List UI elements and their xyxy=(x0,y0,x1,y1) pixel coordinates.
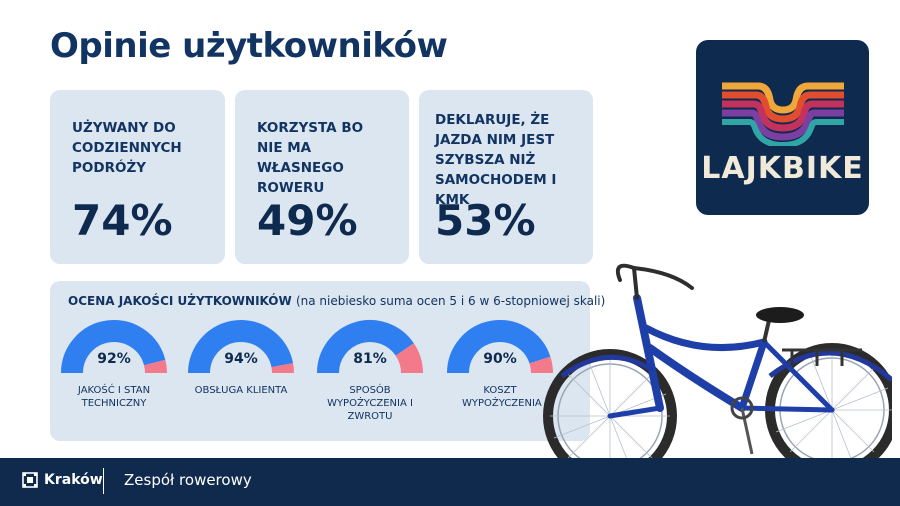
gauge-arc xyxy=(447,320,553,374)
logo-text: LAJKBIKE xyxy=(701,151,864,186)
stat-value: 74% xyxy=(72,196,173,245)
stat-label: UŻYWANY DO CODZIENNYCH PODRÓŻY xyxy=(72,120,182,176)
stat-card-daily: UŻYWANY DO CODZIENNYCH PODRÓŻY 74% xyxy=(50,90,225,264)
gauge-label: OBSŁUGA KLIENTA xyxy=(194,385,288,396)
stat-value: 49% xyxy=(257,196,358,245)
gauge-arc xyxy=(317,320,423,374)
logo-waves-icon xyxy=(722,82,844,146)
gauge-positive-arc xyxy=(317,320,414,374)
saddle xyxy=(756,307,804,323)
quality-panel: OCENA JAKOŚCI UŻYTKOWNIKÓW (na niebiesko… xyxy=(50,281,605,441)
gauge-label: KOSZT WYPOŻYCZENIA xyxy=(462,385,542,409)
footer-bar: Kraków Zespół rowerowy xyxy=(0,458,900,506)
gauge-value: 90% xyxy=(483,351,517,367)
footer-department: Zespół rowerowy xyxy=(124,471,252,489)
stat-card-faster: DEKLARUJE, ŻE JAZDA NIM JEST SZYBSZA NIŻ… xyxy=(419,90,593,264)
gauge-rental-method: 81% SPOSÓB WYPOŻYCZENIA I ZWROTU xyxy=(310,319,430,423)
rear-rack xyxy=(782,348,862,366)
gauge-technical: 92% JAKOŚĆ I STAN TECHNICZNY xyxy=(54,319,174,410)
fenders xyxy=(560,350,892,382)
krakow-crest-icon xyxy=(22,472,38,488)
gauge-label: SPOSÓB WYPOŻYCZENIA I ZWROTU xyxy=(327,385,413,422)
footer-brand: Kraków xyxy=(22,472,103,488)
gauge-arc xyxy=(61,320,167,374)
quality-title: OCENA JAKOŚCI UŻYTKOWNIKÓW (na niebiesko… xyxy=(68,294,605,308)
gauge-positive-arc xyxy=(188,320,294,374)
stat-value: 53% xyxy=(435,196,536,245)
page-title: Opinie użytkowników xyxy=(50,26,448,66)
footer-brand-text: Kraków xyxy=(44,472,103,488)
bike-frame xyxy=(607,294,835,419)
gauge-label: JAKOŚĆ I STAN TECHNICZNY xyxy=(77,385,151,409)
gauge-positive-arc xyxy=(447,320,551,374)
gauge-negative-arc xyxy=(143,359,167,374)
lajkbike-logo: LAJKBIKE xyxy=(696,40,869,215)
quality-title-main: OCENA JAKOŚCI UŻYTKOWNIKÓW xyxy=(68,294,292,308)
gauge-negative-arc xyxy=(395,343,423,374)
gauge-value: 92% xyxy=(97,351,131,367)
gauge-rental-cost: 90% KOSZT WYPOŻYCZENIA xyxy=(440,319,560,410)
stat-label: DEKLARUJE, ŻE JAZDA NIM JEST SZYBSZA NIŻ… xyxy=(435,112,557,208)
kickstand xyxy=(740,407,754,455)
gauge-negative-arc xyxy=(271,363,295,374)
gauge-positive-arc xyxy=(61,320,166,374)
bicycle-image xyxy=(543,263,892,478)
chainring xyxy=(730,396,754,420)
gauge-customer-service: 94% OBSŁUGA KLIENTA xyxy=(181,319,301,397)
gauge-arc xyxy=(188,320,295,374)
gauge-negative-arc xyxy=(529,356,553,374)
footer-divider xyxy=(103,468,104,494)
stat-card-no-bike: KORZYSTA BO NIE MA WŁASNEGO ROWERU 49% xyxy=(235,90,409,264)
quality-title-note: (na niebiesko suma ocen 5 i 6 w 6-stopni… xyxy=(295,294,606,308)
gauge-value: 81% xyxy=(353,351,387,367)
gauge-value: 94% xyxy=(224,351,258,367)
stat-label: KORZYSTA BO NIE MA WŁASNEGO ROWERU xyxy=(257,120,364,196)
handlebar xyxy=(615,263,694,300)
